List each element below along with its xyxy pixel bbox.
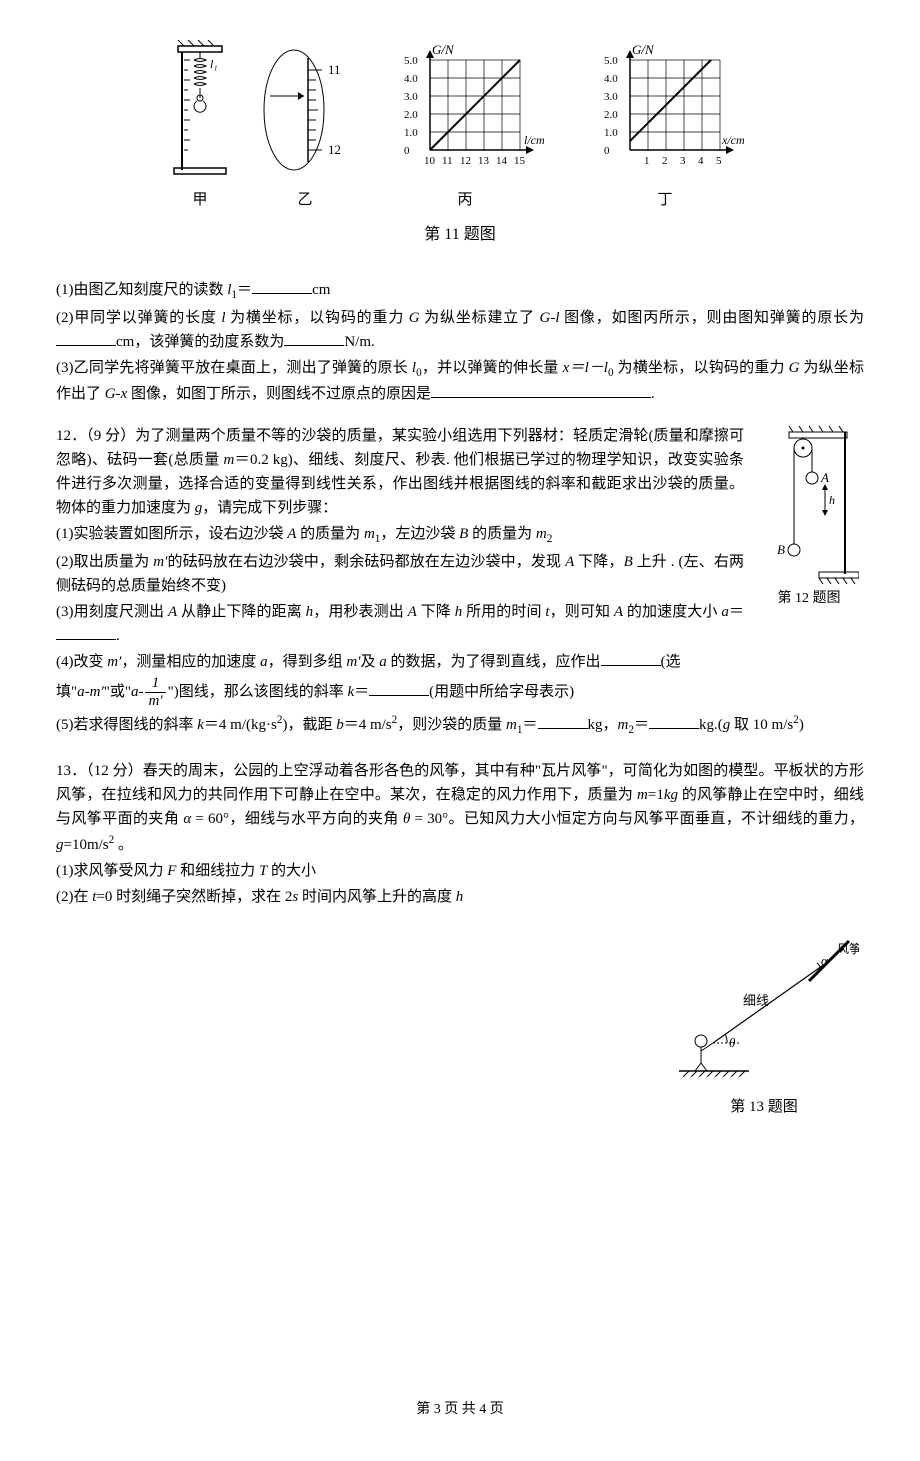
page-footer: 第 3 页 共 4 页	[56, 1399, 864, 1421]
chart-bing-svg: G/N 0 1.0 2.0 3.0 4.0 5.0 1	[380, 40, 550, 180]
blank-m1[interactable]	[538, 713, 588, 729]
blank-m2[interactable]	[649, 713, 699, 729]
svg-text:5.0: 5.0	[404, 55, 418, 67]
blank-a[interactable]	[56, 624, 116, 640]
svg-text:G/N: G/N	[432, 42, 455, 57]
svg-text:4.0: 4.0	[604, 73, 618, 85]
svg-text:风筝: 风筝	[837, 941, 859, 956]
blank-origlen[interactable]	[56, 330, 116, 346]
svg-text:细线: 细线	[743, 993, 769, 1008]
svg-text:3.0: 3.0	[404, 91, 418, 103]
blank-graph[interactable]	[601, 650, 661, 666]
svg-text:x/cm: x/cm	[721, 133, 745, 147]
fig13: θ α 风筝 细线 第 13 题图	[664, 931, 864, 1119]
svg-text:0: 0	[604, 145, 610, 157]
chart-ding-svg: G/N 0 1.0 2.0 3.0 4.0 5.0 1 2 3 4	[580, 40, 750, 180]
fig11-spring: l₁ 甲	[170, 40, 230, 216]
l1-label: l₁	[210, 57, 218, 71]
question-12: A h B 第 12 题图 12．（9 分）为了测量两个质量不等的沙袋的质量，某…	[56, 424, 864, 741]
svg-text:12: 12	[460, 155, 471, 167]
svg-text:10: 10	[424, 155, 436, 167]
svg-text:13: 13	[478, 155, 490, 167]
svg-text:1: 1	[644, 155, 650, 167]
svg-text:A: A	[820, 470, 829, 485]
blank-l1[interactable]	[252, 278, 312, 294]
svg-text:0: 0	[404, 145, 410, 157]
svg-text:l/cm: l/cm	[524, 133, 545, 147]
fig11-chart-bing: G/N 0 1.0 2.0 3.0 4.0 5.0 1	[380, 40, 550, 216]
svg-text:2.0: 2.0	[404, 109, 418, 121]
fig11-caption: 第 11 题图	[56, 222, 864, 248]
svg-text:h: h	[829, 493, 835, 507]
svg-text:4: 4	[698, 155, 704, 167]
svg-text:5.0: 5.0	[604, 55, 618, 67]
svg-text:14: 14	[496, 155, 508, 167]
fig11-sub-bing: 丙	[380, 188, 550, 212]
blank-reason[interactable]	[431, 382, 651, 398]
svg-text:α: α	[821, 953, 829, 968]
fig12: A h B 第 12 题图	[754, 424, 864, 610]
svg-text:1.0: 1.0	[604, 127, 618, 139]
spring-svg: l₁	[170, 40, 230, 180]
svg-text:2.0: 2.0	[604, 109, 618, 121]
question-11: (1)由图乙知刻度尺的读数 l1＝cm (2)甲同学以弹簧的长度 l 为横坐标，…	[56, 278, 864, 406]
fig11-sub-yi: 乙	[260, 188, 350, 212]
fig11-row: l₁ 甲 11 12 乙 G/N	[56, 40, 864, 216]
blank-k[interactable]	[284, 330, 344, 346]
svg-text:B: B	[777, 542, 785, 557]
svg-text:15: 15	[514, 155, 526, 167]
q11-1a: (1)由图乙知刻度尺的读数	[56, 282, 227, 298]
tick-11: 11	[328, 62, 341, 77]
ruler-svg: 11 12	[260, 40, 350, 180]
svg-text:1.0: 1.0	[404, 127, 418, 139]
svg-text:4.0: 4.0	[404, 73, 418, 85]
question-13: 13．（12 分）春天的周末，公园的上空浮动着各形各色的风筝，其中有种"瓦片风筝…	[56, 759, 864, 1119]
tick-12: 12	[328, 142, 341, 157]
svg-text:11: 11	[442, 155, 453, 167]
svg-text:5: 5	[716, 155, 722, 167]
fig11-chart-ding: G/N 0 1.0 2.0 3.0 4.0 5.0 1 2 3 4	[580, 40, 750, 216]
svg-text:G/N: G/N	[632, 42, 655, 57]
svg-text:3: 3	[680, 155, 686, 167]
fig11-ruler: 11 12 乙	[260, 40, 350, 216]
svg-text:2: 2	[662, 155, 668, 167]
fig11-sub-ding: 丁	[580, 188, 750, 212]
svg-text:3.0: 3.0	[604, 91, 618, 103]
blank-slope[interactable]	[369, 680, 429, 696]
fig11-sub-jia: 甲	[170, 188, 230, 212]
